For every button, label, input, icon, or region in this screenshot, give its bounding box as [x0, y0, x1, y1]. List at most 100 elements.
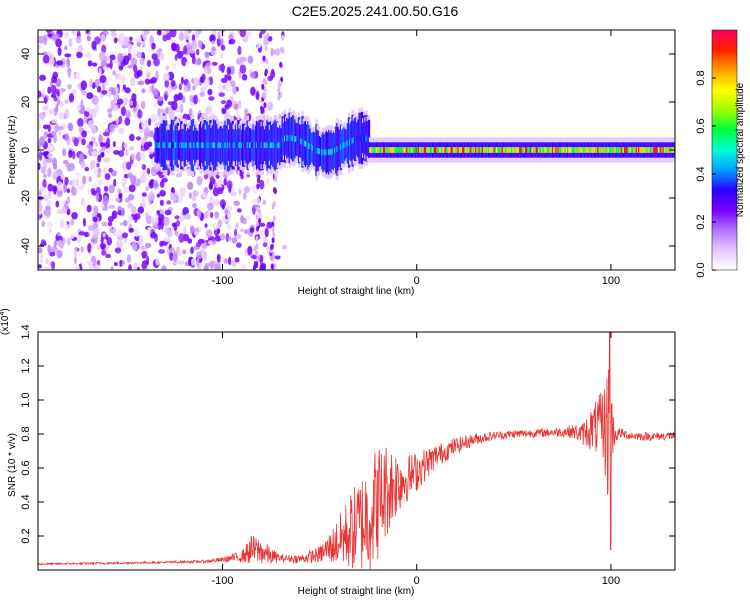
spectrogram-cell — [80, 99, 84, 109]
spectrogram-cell — [111, 210, 118, 219]
spectrogram-cell — [133, 98, 137, 108]
spectrogram-cell — [154, 213, 159, 223]
spectrogram-ytick-label: 20 — [20, 96, 32, 108]
spectrogram-cell — [150, 113, 158, 123]
spectrogram-cell — [256, 41, 262, 49]
spectrogram-cell — [64, 222, 68, 231]
spectrogram-cell — [124, 87, 131, 94]
spectrogram-cell — [216, 187, 224, 195]
spectrogram-cell — [264, 79, 268, 86]
spectrogram-cell — [107, 113, 113, 119]
spectrogram-cell — [227, 211, 232, 220]
spectrogram-cell — [214, 263, 222, 270]
spectrogram-cell — [71, 30, 76, 36]
spectrogram-cell — [92, 95, 99, 106]
spectrogram-cell — [141, 163, 146, 171]
spectrogram-cell — [217, 219, 223, 228]
snr-xtick-label: 0 — [414, 575, 420, 587]
spectrogram-cell — [199, 91, 205, 97]
spectrogram-cell — [68, 149, 73, 159]
spectrogram-cell — [219, 52, 224, 59]
spectrogram-cell — [229, 38, 236, 45]
spectrogram-cell — [151, 42, 156, 50]
spectrogram-cell — [204, 51, 210, 58]
spectrogram-cell — [174, 230, 179, 237]
spectrogram-cell — [113, 178, 117, 187]
spectrogram-cell — [109, 54, 116, 61]
spectrogram-cell — [91, 82, 96, 89]
spectrogram-cell — [90, 159, 96, 170]
spectrogram-cell — [192, 190, 199, 197]
spectrogram-cell — [114, 229, 122, 237]
spectrogram-cell — [146, 59, 152, 68]
spectrogram-cell — [114, 197, 121, 202]
spectrogram-cell — [128, 184, 136, 193]
spectrogram-cell — [45, 257, 49, 265]
spectrogram-cell — [141, 41, 147, 47]
spectrogram-cell — [144, 78, 151, 85]
colorbar-tick-label: 0.2 — [695, 214, 707, 229]
spectrogram-cell — [146, 167, 151, 175]
spectrogram-cell — [104, 55, 108, 63]
spectrogram-cell — [190, 258, 196, 266]
spectrogram-cell — [77, 117, 84, 128]
spectrogram-ytick-label: 40 — [20, 48, 32, 60]
snr-ytick-label: 0.8 — [20, 426, 32, 441]
spectrogram-cell — [117, 206, 122, 211]
spectrogram-cell — [127, 64, 134, 69]
spectrogram-cell — [64, 99, 69, 104]
spectrogram-cell — [125, 110, 131, 119]
colorbar-tick-label: 0.0 — [695, 262, 707, 277]
spectrogram-cell — [64, 53, 72, 58]
spectrogram-cell — [78, 125, 83, 134]
spectrogram-cell — [259, 179, 265, 190]
spectrogram-cell — [128, 227, 134, 233]
spectrogram-cell — [89, 78, 93, 88]
spectrogram-cell — [148, 117, 152, 126]
spectrogram-cell — [243, 192, 247, 200]
spectrogram-cell — [218, 92, 226, 97]
spectrogram-cell — [165, 32, 172, 41]
spectrogram-cell — [177, 249, 182, 256]
spectrogram-cell — [94, 36, 101, 45]
spectrogram-cell — [227, 224, 232, 231]
spectrogram-cell — [165, 65, 170, 71]
spectrogram-cell — [51, 246, 58, 254]
spectrogram-cell — [121, 73, 126, 84]
spectrogram-cell — [47, 33, 53, 38]
spectrogram-cell — [278, 80, 282, 87]
spectrogram-cell — [66, 57, 70, 68]
spectrogram-cell — [262, 199, 267, 205]
snr-scale-label: (x104) — [0, 308, 11, 335]
spectrogram-cell — [236, 208, 242, 213]
spectrogram-cell — [179, 103, 184, 114]
spectrogram-cell — [273, 187, 277, 194]
snr-xtick-label: 100 — [602, 575, 620, 587]
spectrogram-cell — [113, 150, 120, 155]
spectrogram-cell — [130, 174, 137, 185]
spectrogram-cell — [64, 31, 70, 40]
spectrogram-cell — [262, 242, 268, 248]
snr-ytick-label: 1.4 — [20, 324, 32, 339]
spectrogram-cell — [66, 237, 71, 246]
spectrogram-cell — [163, 72, 170, 80]
spectrogram-cell — [141, 88, 146, 94]
snr-ytick-label: 0.2 — [20, 528, 32, 543]
spectrogram-cell — [53, 240, 57, 248]
spectrogram-cell — [39, 253, 44, 264]
spectrogram-cell — [271, 68, 275, 75]
spectrogram-cell — [281, 245, 288, 250]
spectrogram-marks — [38, 30, 675, 270]
spectrogram-cell — [110, 99, 116, 106]
spectrogram-cell — [183, 30, 190, 40]
spectrogram-cell — [48, 108, 53, 115]
spectrogram-cell — [116, 239, 124, 249]
colorbar-axes: 0.0 0.2 0.4 0.6 0.8 — [695, 29, 738, 278]
spectrogram-cell — [174, 215, 180, 220]
spectrogram-cell — [216, 253, 221, 263]
spectrogram-cell — [153, 179, 159, 190]
snr-ytick-label: 0.6 — [20, 460, 32, 475]
spectrogram-cell — [60, 218, 65, 229]
spectrogram-cell — [87, 261, 94, 266]
spectrogram-cell — [109, 227, 113, 234]
